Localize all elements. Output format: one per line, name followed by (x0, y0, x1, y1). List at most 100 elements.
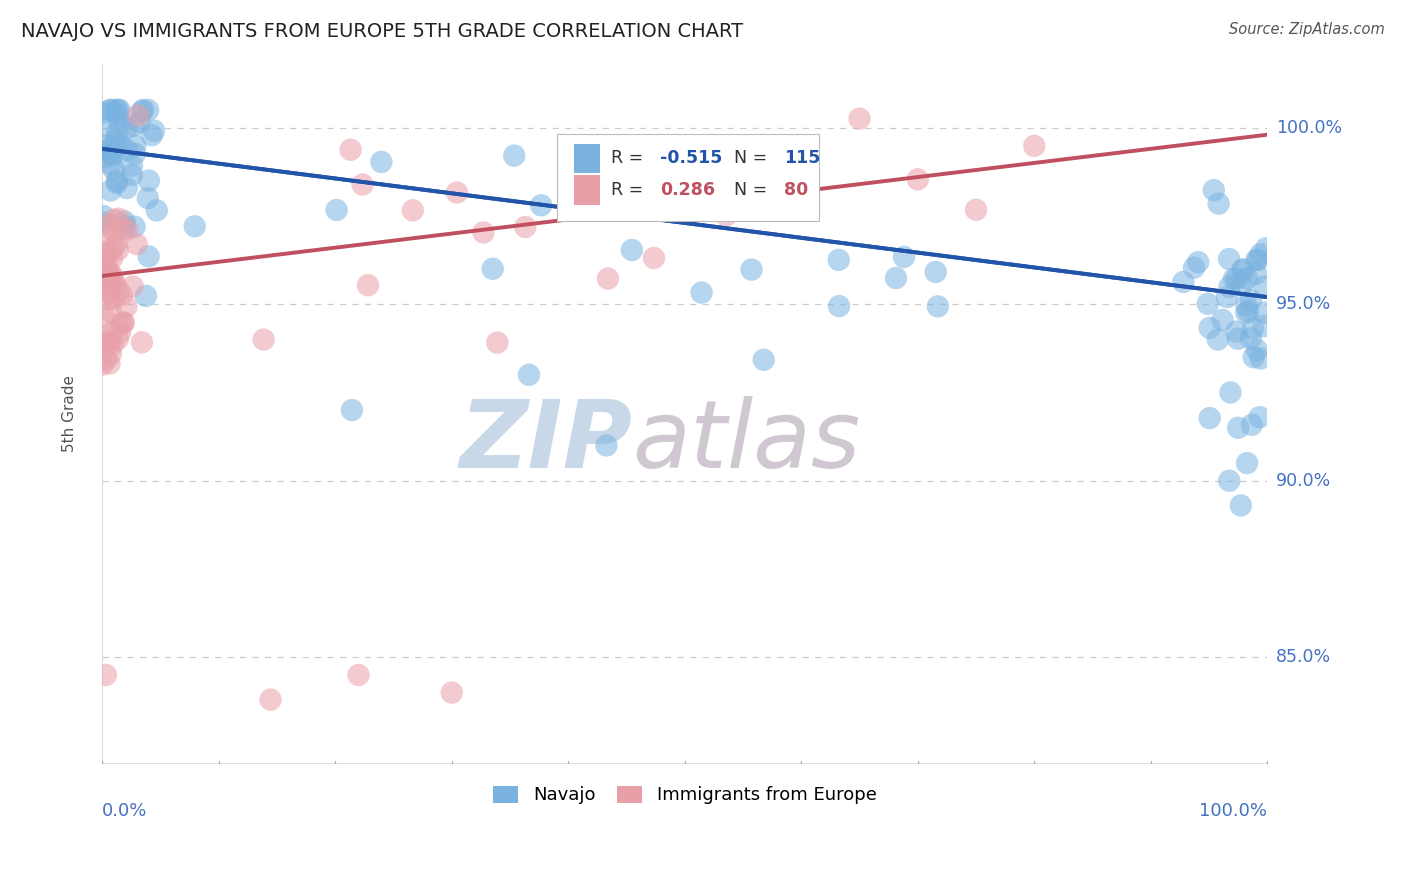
Point (1227, 421, 1250, 435)
Point (135, 289, 157, 303)
Point (111, 288, 134, 302)
Point (136, 191, 159, 205)
Point (440, 685, 463, 699)
Point (107, 284, 129, 298)
Point (472, 226, 495, 240)
Point (1223, 271, 1246, 285)
Point (1246, 267, 1268, 281)
Point (100, 347, 122, 361)
Point (124, 219, 146, 234)
Point (486, 335, 509, 350)
Point (101, 337, 124, 351)
Point (105, 237, 128, 252)
Point (105, 133, 128, 147)
Point (848, 112, 870, 126)
Point (103, 241, 125, 255)
Point (1232, 263, 1254, 277)
Point (1253, 279, 1275, 293)
Text: 5th Grade: 5th Grade (62, 376, 77, 452)
Text: NAVAJO VS IMMIGRANTS FROM EUROPE 5TH GRADE CORRELATION CHART: NAVAJO VS IMMIGRANTS FROM EUROPE 5TH GRA… (21, 22, 744, 41)
Point (93, 335, 115, 350)
Point (1253, 305, 1275, 319)
Point (98, 218, 121, 232)
Point (91, 358, 114, 372)
Text: N =: N = (734, 181, 772, 199)
Text: Source: ZipAtlas.com: Source: ZipAtlas.com (1229, 22, 1385, 37)
Point (103, 137, 125, 152)
Point (1249, 247, 1271, 261)
Point (114, 219, 136, 233)
Point (108, 137, 131, 152)
Point (138, 173, 160, 187)
Point (659, 153, 682, 168)
Text: 100.0%: 100.0% (1199, 802, 1267, 820)
Text: 80: 80 (783, 181, 808, 199)
Point (105, 174, 128, 188)
Point (446, 186, 468, 200)
Point (690, 285, 713, 300)
Point (107, 211, 129, 226)
Point (115, 120, 138, 135)
Point (121, 168, 143, 182)
Point (115, 143, 138, 157)
Point (96, 352, 118, 367)
Point (93, 150, 115, 164)
Point (98, 157, 121, 171)
Point (98, 357, 121, 371)
Point (114, 214, 136, 228)
Point (1182, 260, 1205, 275)
Point (1225, 325, 1247, 339)
Point (1219, 385, 1241, 400)
Point (100, 305, 122, 319)
Point (1240, 331, 1263, 345)
Point (259, 692, 281, 706)
Point (98, 266, 121, 280)
Point (1230, 278, 1253, 293)
Point (893, 250, 915, 264)
Point (706, 174, 728, 188)
Point (347, 668, 370, 682)
Point (110, 317, 132, 331)
Point (103, 224, 125, 238)
Point (121, 159, 143, 173)
Point (357, 278, 380, 293)
Point (94, 230, 117, 244)
Point (93, 209, 115, 223)
Point (94, 245, 117, 260)
Point (98, 275, 121, 289)
Point (927, 299, 949, 313)
Point (107, 332, 129, 346)
Point (1240, 417, 1263, 432)
Bar (574, 144, 600, 173)
Point (145, 203, 167, 218)
Point (143, 123, 166, 137)
Point (107, 103, 129, 117)
Point (1247, 252, 1270, 267)
Point (1234, 298, 1257, 312)
Point (101, 149, 124, 163)
Point (1225, 272, 1247, 286)
Point (124, 138, 146, 153)
Point (1198, 321, 1220, 335)
Text: 90.0%: 90.0% (1275, 472, 1331, 490)
Point (97, 333, 120, 347)
Text: 0.0%: 0.0% (103, 802, 148, 820)
Point (91, 274, 114, 288)
Point (104, 103, 127, 117)
Point (96, 263, 118, 277)
Point (93, 263, 115, 277)
Point (115, 300, 138, 314)
Point (1187, 255, 1209, 269)
Point (117, 223, 139, 237)
Point (91, 105, 114, 120)
Point (828, 252, 851, 267)
Text: R =: R = (612, 150, 650, 168)
Point (1246, 252, 1268, 267)
Point (122, 119, 145, 133)
Point (97, 261, 120, 276)
Point (1216, 290, 1239, 304)
Point (94, 668, 117, 682)
Point (515, 219, 537, 234)
Point (97, 292, 120, 306)
Point (716, 209, 738, 223)
